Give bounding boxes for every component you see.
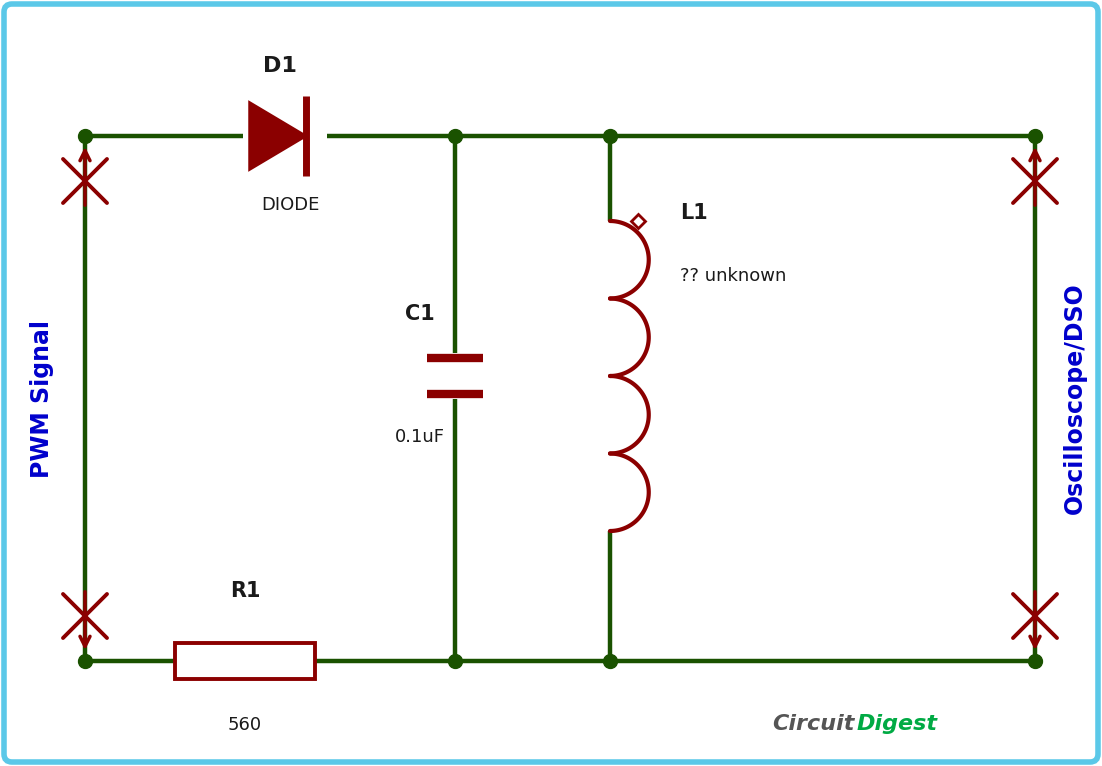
Polygon shape bbox=[249, 102, 306, 170]
FancyBboxPatch shape bbox=[4, 4, 1098, 762]
Text: ?? unknown: ?? unknown bbox=[680, 267, 787, 285]
Text: Oscilloscope/DSO: Oscilloscope/DSO bbox=[1063, 283, 1087, 515]
Text: 0.1uF: 0.1uF bbox=[395, 428, 445, 446]
Text: L1: L1 bbox=[680, 203, 707, 223]
Text: Digest: Digest bbox=[857, 714, 938, 734]
Text: PWM Signal: PWM Signal bbox=[30, 319, 54, 477]
Text: R1: R1 bbox=[229, 581, 260, 601]
Text: C1: C1 bbox=[406, 304, 435, 324]
Text: 560: 560 bbox=[228, 716, 262, 734]
Bar bbox=[175, 643, 315, 679]
Text: D1: D1 bbox=[263, 56, 296, 76]
Text: Circuit: Circuit bbox=[773, 714, 855, 734]
Text: DIODE: DIODE bbox=[261, 196, 320, 214]
